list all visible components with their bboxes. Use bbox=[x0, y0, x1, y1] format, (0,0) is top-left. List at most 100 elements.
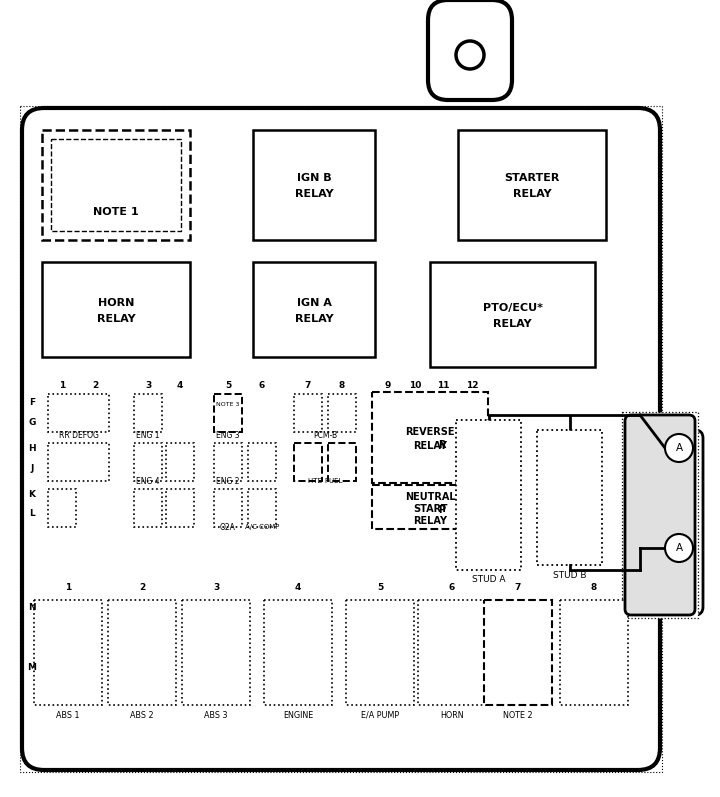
Bar bbox=[248, 489, 276, 527]
Text: K: K bbox=[29, 489, 35, 498]
Text: 11: 11 bbox=[437, 380, 449, 390]
Text: F: F bbox=[29, 398, 35, 406]
Text: 8: 8 bbox=[591, 583, 597, 592]
Text: NOTE 1: NOTE 1 bbox=[93, 207, 139, 217]
Text: 1: 1 bbox=[65, 583, 71, 592]
Text: J: J bbox=[30, 464, 34, 473]
Bar bbox=[372, 392, 488, 483]
Bar bbox=[214, 489, 242, 527]
Bar bbox=[430, 262, 595, 367]
Bar bbox=[48, 489, 76, 527]
Bar bbox=[166, 489, 194, 527]
Text: RELAY: RELAY bbox=[413, 516, 447, 526]
Text: RELAY: RELAY bbox=[294, 189, 333, 199]
Text: 7: 7 bbox=[515, 583, 521, 592]
Bar bbox=[253, 130, 375, 240]
Text: STUD B: STUD B bbox=[553, 571, 586, 579]
Text: ABS 1: ABS 1 bbox=[56, 710, 80, 720]
Circle shape bbox=[665, 534, 693, 562]
Bar bbox=[214, 394, 242, 432]
Bar bbox=[346, 600, 414, 705]
Circle shape bbox=[665, 434, 693, 462]
Text: IGN A: IGN A bbox=[297, 297, 331, 308]
Text: RELAY: RELAY bbox=[413, 441, 447, 450]
Bar bbox=[134, 489, 162, 527]
Bar bbox=[372, 485, 488, 529]
Text: O2A: O2A bbox=[220, 523, 236, 532]
Text: IGN B: IGN B bbox=[297, 173, 331, 183]
Text: ENGINE: ENGINE bbox=[283, 710, 313, 720]
Bar bbox=[456, 420, 521, 570]
Text: E/A PUMP: E/A PUMP bbox=[361, 710, 399, 720]
Text: RELAY: RELAY bbox=[294, 313, 333, 324]
Text: 6: 6 bbox=[259, 380, 265, 390]
FancyBboxPatch shape bbox=[648, 430, 703, 615]
Text: 8: 8 bbox=[339, 380, 345, 390]
Text: 2: 2 bbox=[139, 583, 145, 592]
Bar bbox=[108, 600, 176, 705]
Bar bbox=[34, 600, 102, 705]
Text: 3: 3 bbox=[145, 380, 151, 390]
Bar bbox=[264, 600, 332, 705]
Text: REVERSE: REVERSE bbox=[405, 426, 455, 437]
FancyBboxPatch shape bbox=[625, 415, 695, 615]
Text: A: A bbox=[675, 543, 683, 553]
Bar bbox=[560, 600, 628, 705]
Bar bbox=[248, 443, 276, 481]
Text: PTO/ECU*: PTO/ECU* bbox=[482, 303, 542, 312]
Text: 6: 6 bbox=[449, 583, 455, 592]
Text: ENG 2: ENG 2 bbox=[216, 477, 240, 485]
Bar bbox=[328, 443, 356, 481]
Text: 9: 9 bbox=[384, 380, 391, 390]
Bar bbox=[214, 443, 242, 481]
Text: 4: 4 bbox=[177, 380, 183, 390]
Text: H: H bbox=[28, 443, 36, 453]
Text: NOTE 2: NOTE 2 bbox=[503, 710, 533, 720]
Bar bbox=[418, 600, 486, 705]
Bar bbox=[134, 394, 162, 432]
Text: A/C COMP: A/C COMP bbox=[245, 524, 279, 530]
Bar bbox=[51, 139, 181, 231]
Bar bbox=[42, 262, 190, 357]
Text: 1: 1 bbox=[59, 380, 65, 390]
Text: STUD A: STUD A bbox=[472, 575, 505, 584]
FancyBboxPatch shape bbox=[22, 108, 660, 770]
Bar bbox=[253, 262, 375, 357]
Text: RR DEFOG: RR DEFOG bbox=[58, 430, 99, 439]
Text: PCM-B: PCM-B bbox=[313, 430, 337, 439]
Text: ENG 4: ENG 4 bbox=[136, 477, 160, 485]
Text: RELAY: RELAY bbox=[493, 319, 532, 328]
Text: NOTE 3: NOTE 3 bbox=[216, 402, 240, 406]
Text: HORN: HORN bbox=[98, 297, 134, 308]
FancyBboxPatch shape bbox=[428, 0, 512, 100]
Text: ENG 3: ENG 3 bbox=[216, 430, 240, 439]
Text: G: G bbox=[28, 418, 36, 426]
Text: R: R bbox=[438, 440, 446, 450]
Bar bbox=[182, 600, 250, 705]
Bar bbox=[294, 443, 322, 481]
Text: P: P bbox=[438, 505, 446, 515]
Bar bbox=[294, 394, 322, 432]
Bar bbox=[42, 130, 190, 240]
Text: RELAY: RELAY bbox=[96, 313, 135, 324]
Text: M: M bbox=[27, 663, 37, 673]
Text: HORN: HORN bbox=[440, 710, 464, 720]
Bar bbox=[20, 106, 662, 772]
Bar bbox=[458, 130, 606, 240]
Text: ABS 2: ABS 2 bbox=[130, 710, 154, 720]
Bar bbox=[484, 600, 552, 705]
Text: ENG 1: ENG 1 bbox=[136, 430, 160, 439]
Text: 3: 3 bbox=[213, 583, 219, 592]
Text: 10: 10 bbox=[409, 380, 421, 390]
Text: STARTER: STARTER bbox=[504, 173, 559, 183]
Bar bbox=[537, 430, 602, 565]
Text: HTD FUEL: HTD FUEL bbox=[308, 478, 342, 484]
Text: RELAY: RELAY bbox=[513, 189, 552, 199]
Text: 5: 5 bbox=[377, 583, 383, 592]
Text: L: L bbox=[29, 509, 35, 519]
Bar bbox=[166, 443, 194, 481]
Text: ABS 3: ABS 3 bbox=[204, 710, 228, 720]
Bar bbox=[328, 394, 356, 432]
Text: 12: 12 bbox=[466, 380, 478, 390]
Text: NEUTRAL: NEUTRAL bbox=[405, 492, 455, 502]
